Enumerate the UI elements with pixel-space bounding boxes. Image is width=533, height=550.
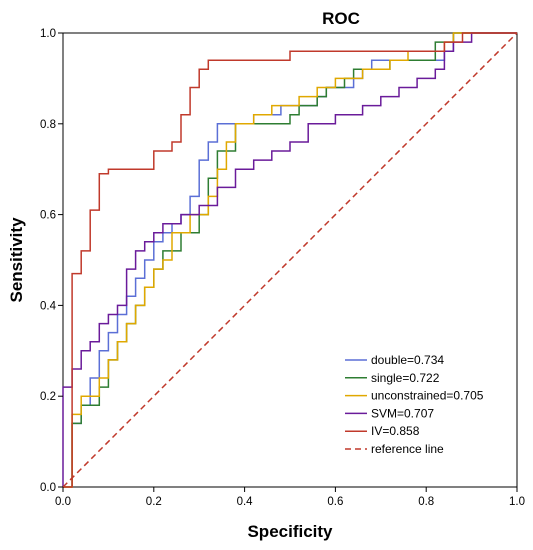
- legend-label: unconstrained=0.705: [371, 389, 484, 403]
- x-tick-label: 0.6: [327, 496, 343, 508]
- series-line-iv: [63, 32, 517, 488]
- legend-label: double=0.734: [371, 353, 444, 367]
- x-axis-label: Specificity: [247, 522, 333, 541]
- legend: double=0.734 single=0.722 unconstrained=0.…: [345, 353, 484, 456]
- y-tick-label: 0.0: [40, 482, 56, 494]
- y-tick-label: 0.6: [40, 210, 56, 222]
- y-axis-ticks: 0.0 0.2 0.4 0.6 0.8 1.0: [40, 28, 63, 494]
- series-line-svm: [62, 32, 517, 487]
- x-tick-label: 0.4: [237, 496, 254, 508]
- x-tick-label: 0.0: [55, 496, 71, 508]
- x-tick-label: 0.8: [418, 496, 434, 508]
- legend-label: reference line: [371, 442, 444, 456]
- x-tick-label: 0.2: [146, 496, 162, 508]
- y-axis-label: Sensitivity: [7, 217, 26, 303]
- chart-title: ROC: [322, 9, 360, 28]
- legend-label: SVM=0.707: [371, 406, 434, 420]
- x-axis-ticks: 0.0 0.2 0.4 0.6 0.8 1.0: [55, 487, 525, 508]
- y-tick-label: 0.4: [40, 300, 57, 312]
- x-tick-label: 1.0: [509, 496, 525, 508]
- legend-label: single=0.722: [371, 371, 440, 385]
- series-line-reference-line: [62, 32, 518, 488]
- series-line-unconstrained: [63, 32, 517, 488]
- y-tick-label: 0.8: [40, 119, 56, 131]
- series-lines: [62, 32, 518, 488]
- legend-label: IV=0.858: [371, 424, 420, 438]
- y-tick-label: 0.2: [40, 391, 56, 403]
- y-tick-label: 1.0: [40, 28, 56, 40]
